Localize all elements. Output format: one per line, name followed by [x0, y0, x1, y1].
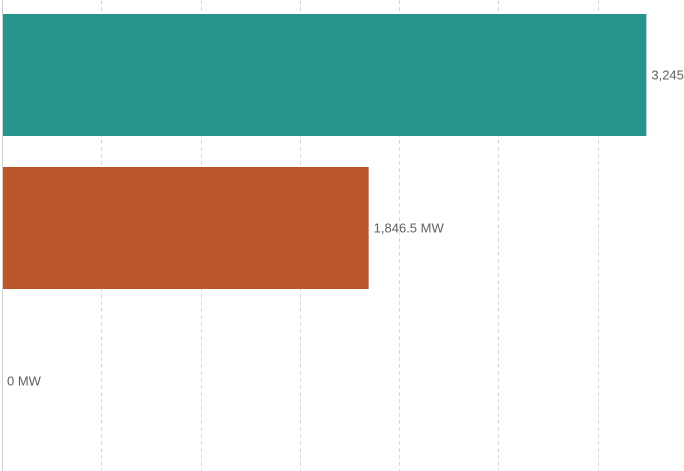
- bar: [2, 14, 647, 136]
- data-labels: 3,245 1,846.5 MW 0 MW: [7, 68, 684, 389]
- bar: [2, 167, 369, 289]
- bars: [2, 14, 647, 289]
- data-label: 0 MW: [7, 374, 42, 389]
- data-label: 1,846.5 MW: [374, 221, 445, 236]
- data-label: 3,245: [651, 68, 684, 83]
